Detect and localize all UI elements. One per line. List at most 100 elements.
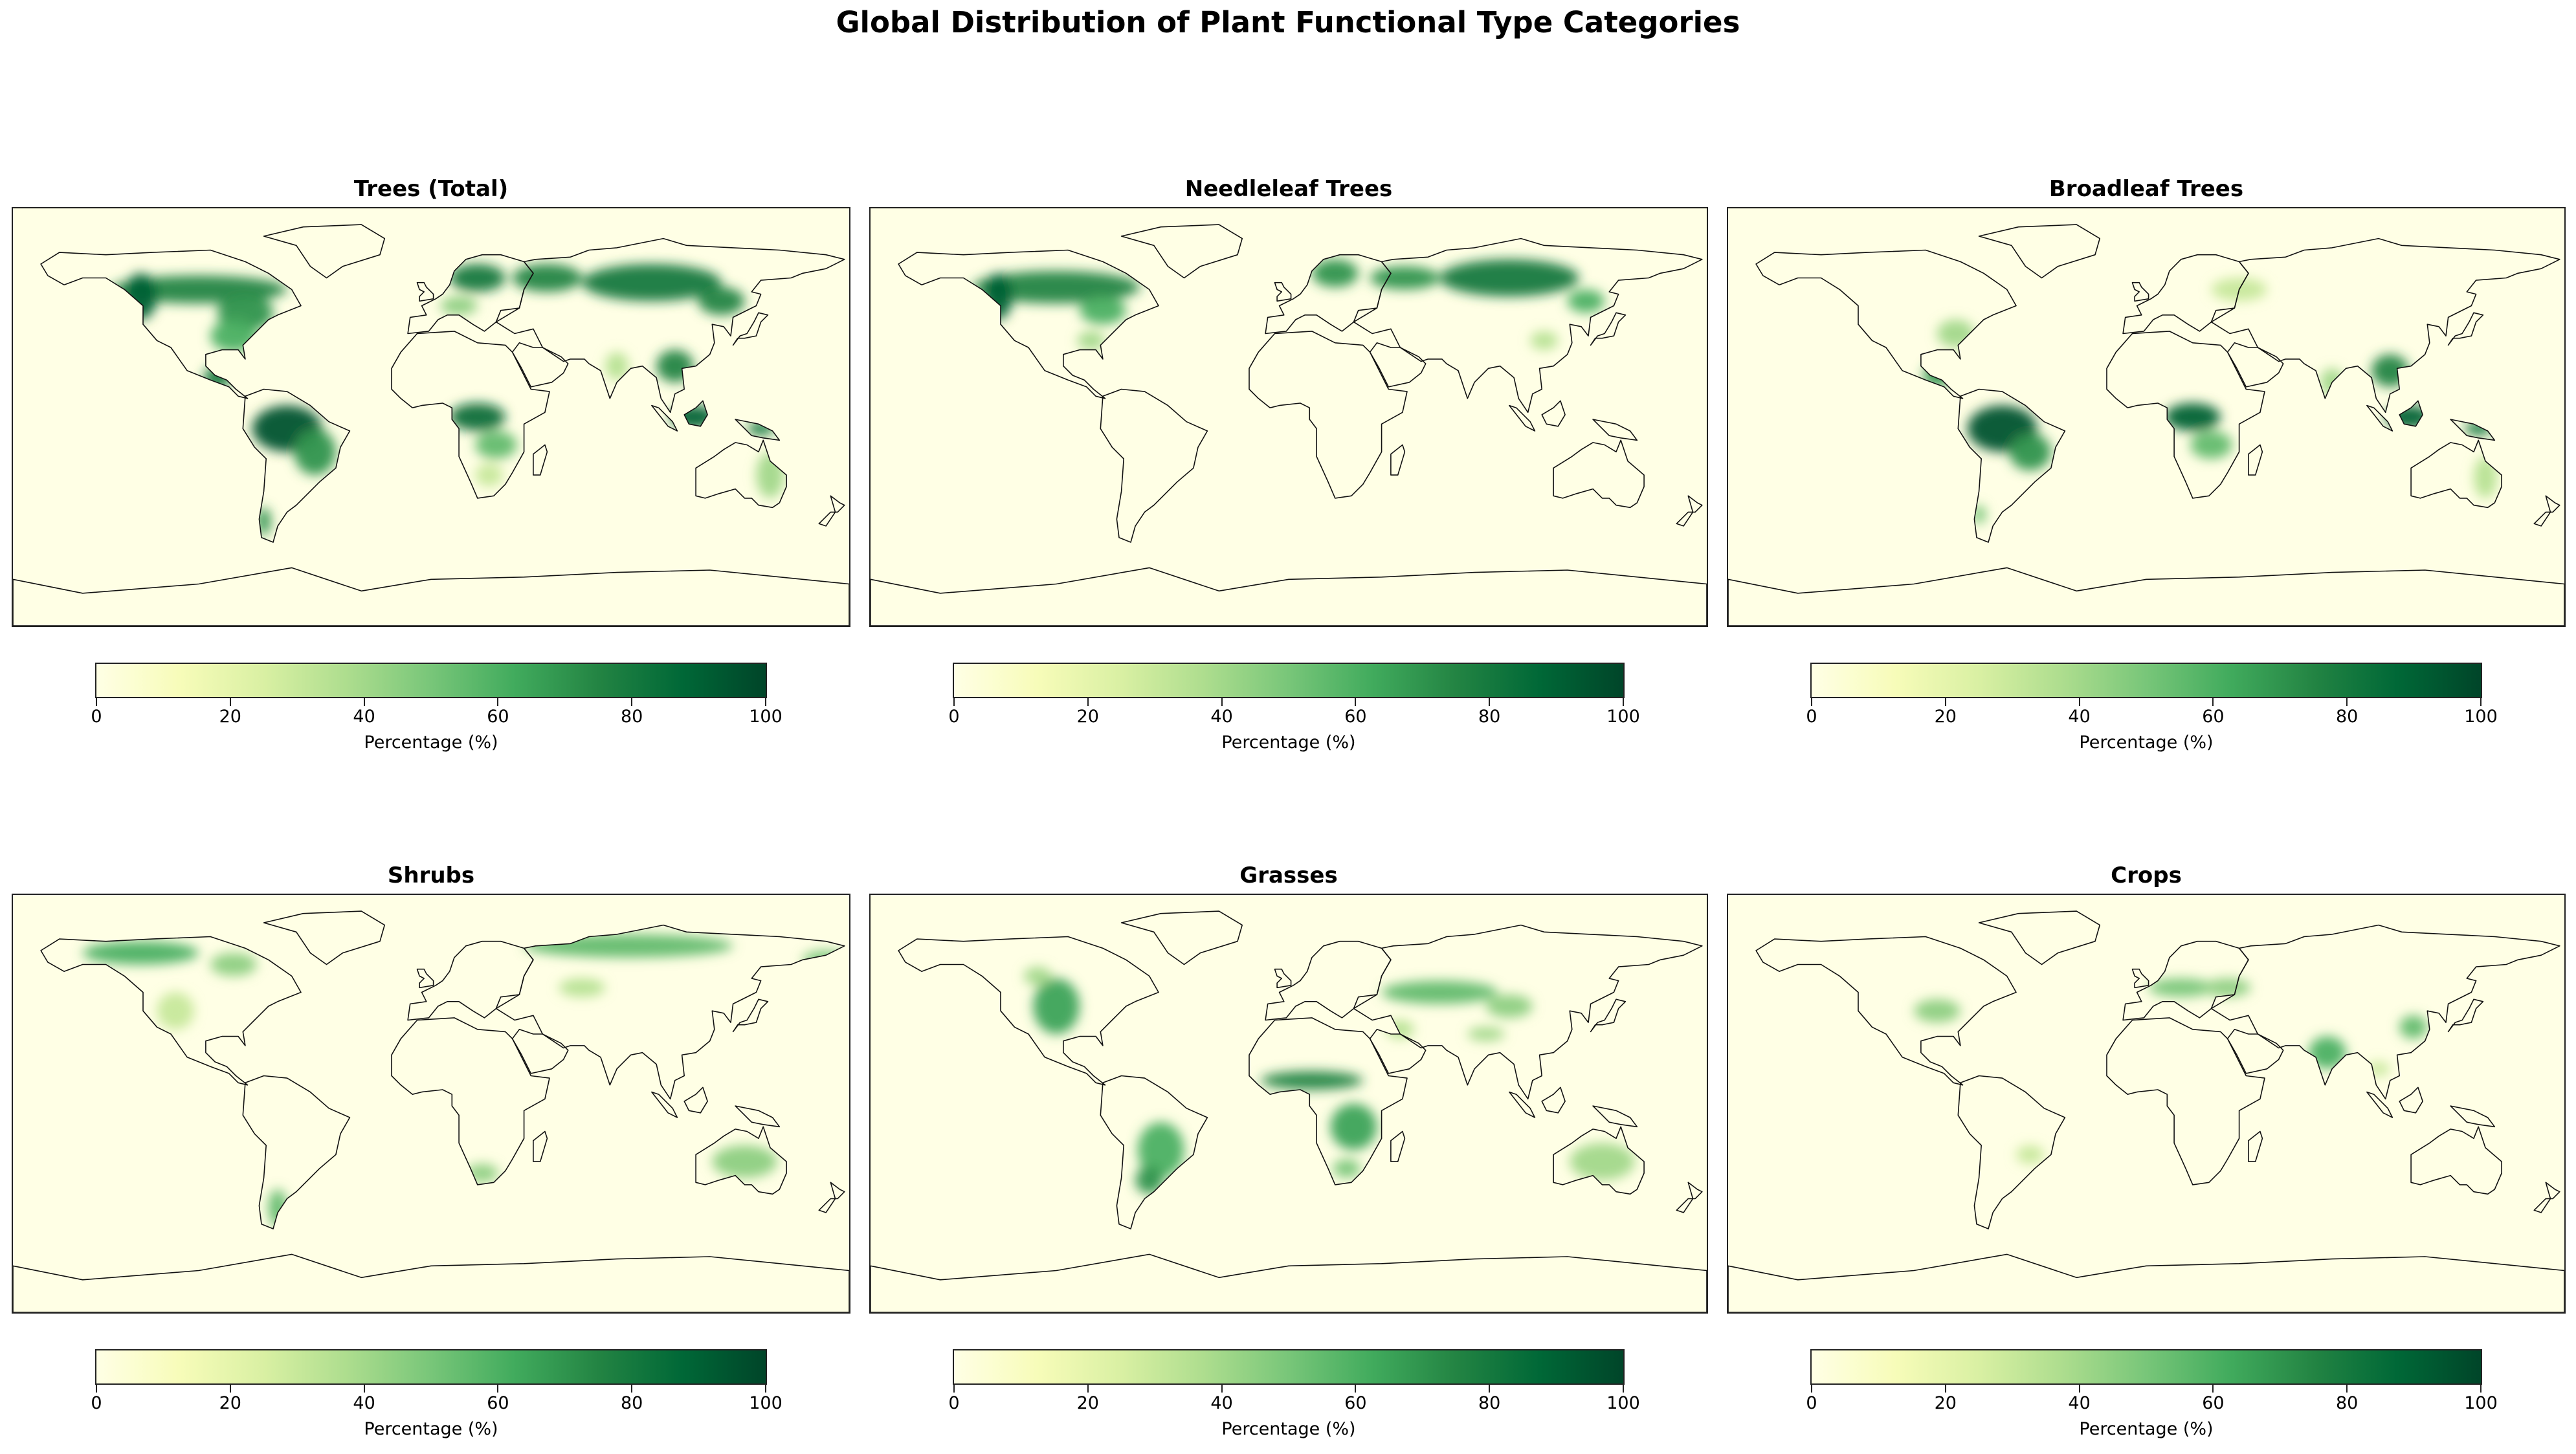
vegetation-region [210,320,257,353]
coastline [416,281,434,302]
coastline [2450,1105,2496,1128]
coastline [1755,936,2017,1086]
colorbar-tick [1623,698,1624,706]
world-map [13,910,849,1312]
coastline [683,1086,708,1114]
vegetation-region [1080,296,1126,325]
panel-title: Needleleaf Trees [1184,176,1393,202]
colorbar-tick [1489,1385,1491,1393]
coastline [2410,1126,2502,1195]
colorbar-tick-label: 20 [1934,1393,1957,1413]
vegetation-region [2190,431,2232,459]
colorbar-tick-label: 100 [749,1393,783,1413]
colorbar-label: Percentage (%) [364,1419,498,1439]
world-map [1728,910,2564,1312]
coastline [1541,400,1566,427]
vegetation-region [294,428,336,476]
coastline [511,342,569,388]
colorbar-tick [229,698,231,706]
colorbar [1810,663,2482,698]
colorbar-tick [2078,1385,2080,1393]
coastline [1590,312,1627,346]
colorbar-tick-label: 20 [219,1393,241,1413]
vegetation-region [524,934,733,958]
coastline [818,495,845,527]
vegetation-region [1923,364,1951,387]
coastline [263,910,386,965]
vegetation-region [2009,433,2051,470]
colorbar-tick [953,698,955,706]
coastline [898,936,1159,1086]
coastline [1353,924,1703,1100]
coastline [1100,1075,1208,1229]
vegetation-region [605,352,628,380]
vegetation-region [2399,1015,2428,1039]
coastline [871,1253,1707,1312]
map-crops [1727,894,2566,1314]
colorbar-label: Percentage (%) [364,733,498,753]
colorbar-tick [631,698,633,706]
coastline [391,331,550,499]
vegetation-region [1330,1103,1377,1151]
vegetation-region [449,403,505,431]
colorbar-tick [765,1385,766,1393]
colorbar-tick-label: 20 [1076,1393,1099,1413]
colorbar-tick [1811,1385,1812,1393]
world-map [1728,224,2564,626]
coastline [2248,1130,2263,1162]
vegetation-region [984,273,1012,320]
coastline [1369,1029,1427,1074]
vegetation-region [512,264,583,292]
coastline [1676,495,1703,527]
world-map [13,224,849,626]
coastline [263,224,386,279]
vegetation-region [1937,320,1975,347]
coastline [2106,331,2265,499]
coastline [1728,567,2564,626]
colorbar-tick-label: 80 [2336,1393,2359,1413]
colorbar-tick [1944,698,1946,706]
coastline [2366,1091,2393,1118]
coastline [2131,281,2149,302]
coastline [1390,1130,1406,1162]
colorbar-tick-label: 40 [353,1393,375,1413]
vegetation-region [440,296,478,315]
coastline [495,924,845,1100]
colorbar-tick-label: 100 [1606,707,1640,727]
vegetation-region [268,1189,287,1227]
coastline [2226,1029,2284,1074]
panel-title: Shrubs [387,863,475,888]
vegetation-region [465,1163,499,1183]
colorbar-tick-label: 0 [1806,707,1817,727]
coastline [2450,419,2496,441]
colorbar-tick [953,1385,955,1393]
coastline [2106,1017,2265,1185]
vegetation-region [1570,1143,1635,1180]
colorbar-tick-label: 60 [1344,707,1367,727]
coastline [2366,404,2393,432]
vegetation-region [1567,289,1605,313]
coastline [13,567,849,626]
vegetation-region [2148,978,2214,997]
colorbar-tick [363,1385,365,1393]
world-map [871,910,1707,1312]
coastline [651,404,678,432]
vegetation-region [2371,354,2409,387]
vegetation-region [656,349,694,382]
coastline [1120,224,1243,279]
colorbar [95,1349,767,1385]
coastline [2131,968,2149,989]
panel-title: Crops [2111,863,2182,888]
vegetation-region [1033,978,1080,1034]
coastline [1353,237,1703,413]
coastline [1957,1075,2066,1229]
colorbar-tick [2078,698,2080,706]
vegetation-region [82,941,199,965]
colorbar-tick-label: 20 [219,707,241,727]
colorbar-tick-label: 100 [2464,707,2498,727]
colorbar [1810,1349,2482,1385]
coastline [1592,1105,1638,1128]
coastline [871,567,1707,626]
coastline [533,1130,548,1162]
colorbar-tick-label: 40 [1210,1393,1233,1413]
